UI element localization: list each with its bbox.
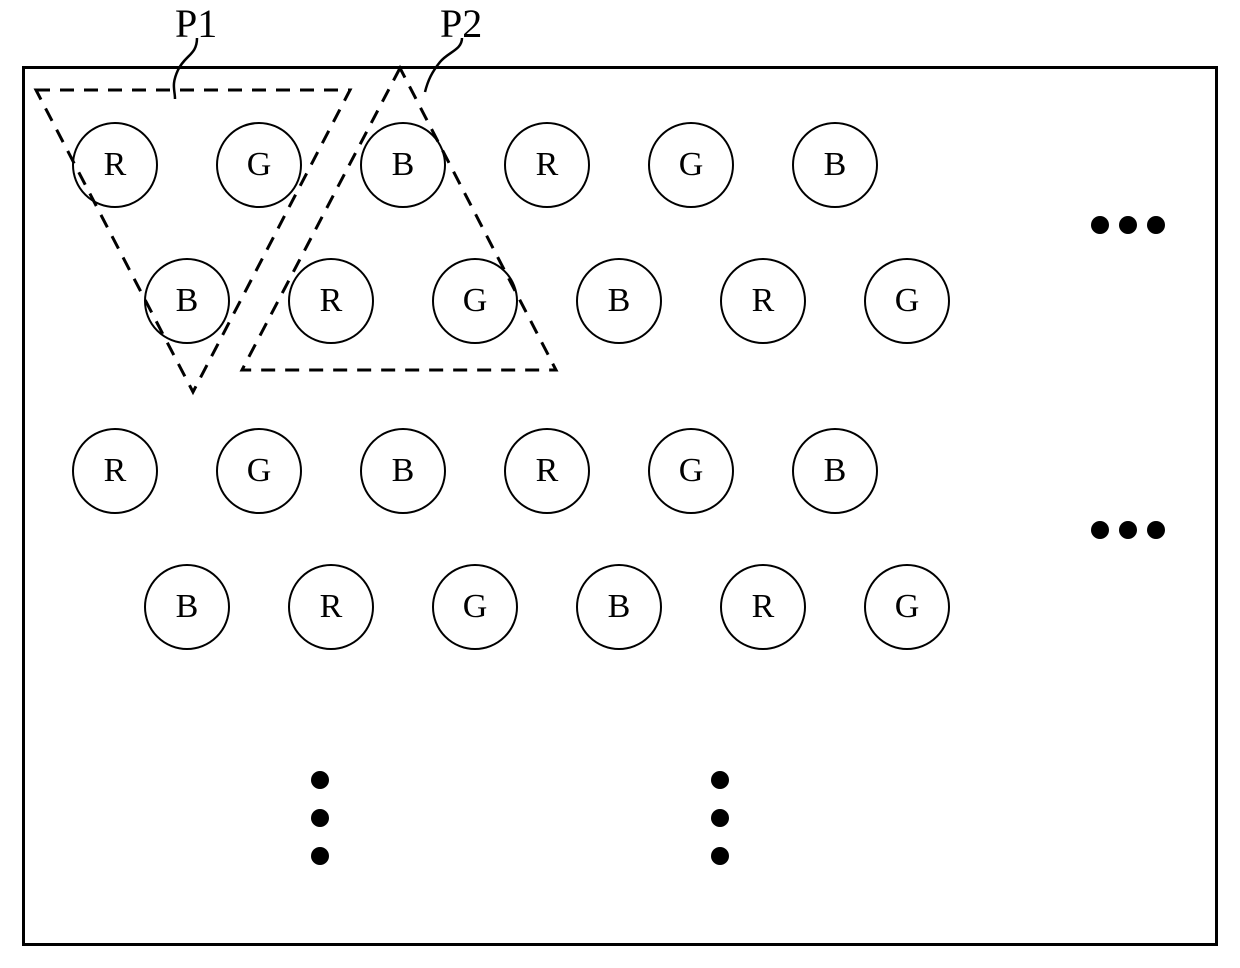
ellipsis-dot [311, 847, 329, 865]
subpixel-circle: R [72, 122, 158, 208]
subpixel-circle: G [648, 122, 734, 208]
subpixel-circle: R [72, 428, 158, 514]
callout-label-p2: P2 [440, 0, 482, 47]
subpixel-circle: R [720, 258, 806, 344]
subpixel-circle: R [504, 122, 590, 208]
subpixel-circle: B [144, 258, 230, 344]
subpixel-circle: R [504, 428, 590, 514]
ellipsis-dot [1119, 521, 1137, 539]
subpixel-circle: R [720, 564, 806, 650]
callout-label-p1: P1 [175, 0, 217, 47]
subpixel-circle: R [288, 258, 374, 344]
ellipsis-dot [711, 809, 729, 827]
subpixel-circle: B [576, 258, 662, 344]
subpixel-circle: B [360, 122, 446, 208]
subpixel-circle: G [216, 428, 302, 514]
subpixel-circle: G [648, 428, 734, 514]
ellipsis-dot [311, 771, 329, 789]
subpixel-circle: B [360, 428, 446, 514]
subpixel-circle: G [432, 258, 518, 344]
diagram-frame [22, 66, 1218, 946]
subpixel-circle: B [792, 122, 878, 208]
subpixel-circle: G [216, 122, 302, 208]
ellipsis-dot [1119, 216, 1137, 234]
ellipsis-dot [1147, 216, 1165, 234]
ellipsis-dot [1147, 521, 1165, 539]
subpixel-circle: B [576, 564, 662, 650]
ellipsis-dot [1091, 216, 1109, 234]
ellipsis-dot [711, 847, 729, 865]
subpixel-circle: G [432, 564, 518, 650]
subpixel-circle: R [288, 564, 374, 650]
ellipsis-dot [1091, 521, 1109, 539]
subpixel-circle: B [144, 564, 230, 650]
subpixel-circle: B [792, 428, 878, 514]
ellipsis-dot [711, 771, 729, 789]
subpixel-circle: G [864, 258, 950, 344]
ellipsis-dot [311, 809, 329, 827]
subpixel-circle: G [864, 564, 950, 650]
